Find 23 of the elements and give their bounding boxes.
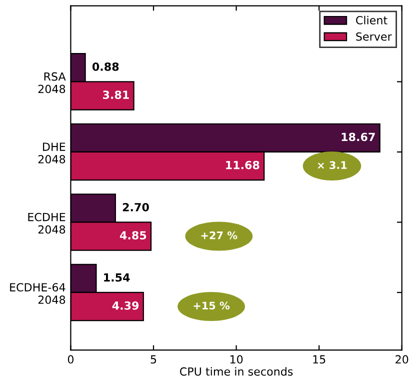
- x-tick-label: 0: [68, 355, 74, 364]
- data-label: 0.88: [92, 62, 119, 71]
- data-label: 4.39: [112, 301, 139, 310]
- data-label: 11.68: [226, 160, 260, 170]
- y-tick-label: DHE 2048: [38, 142, 66, 164]
- x-tick-label: 10: [230, 355, 243, 364]
- data-label: 18.67: [342, 132, 375, 142]
- data-label: 3.81: [102, 90, 129, 99]
- annotation: +15 %: [194, 302, 230, 310]
- y-tick-label: ECDHE-64 2048: [10, 283, 66, 304]
- x-tick-label: 20: [396, 355, 408, 364]
- annotation: × 3.1: [318, 161, 347, 170]
- y-tick-label: ECDHE 2048: [28, 212, 66, 234]
- legend-label: Server: [356, 32, 392, 41]
- x-tick-label: 15: [313, 355, 326, 364]
- data-label: 1.54: [104, 273, 130, 282]
- legend-label: Client: [356, 16, 388, 24]
- x-tick-label: 5: [150, 355, 156, 364]
- data-label: 2.70: [122, 203, 149, 212]
- y-tick-label: RSA 2048: [38, 72, 66, 94]
- data-label: 4.85: [120, 231, 146, 240]
- annotation: +27 %: [201, 231, 238, 240]
- x-axis-title: CPU time in seconds: [180, 367, 293, 376]
